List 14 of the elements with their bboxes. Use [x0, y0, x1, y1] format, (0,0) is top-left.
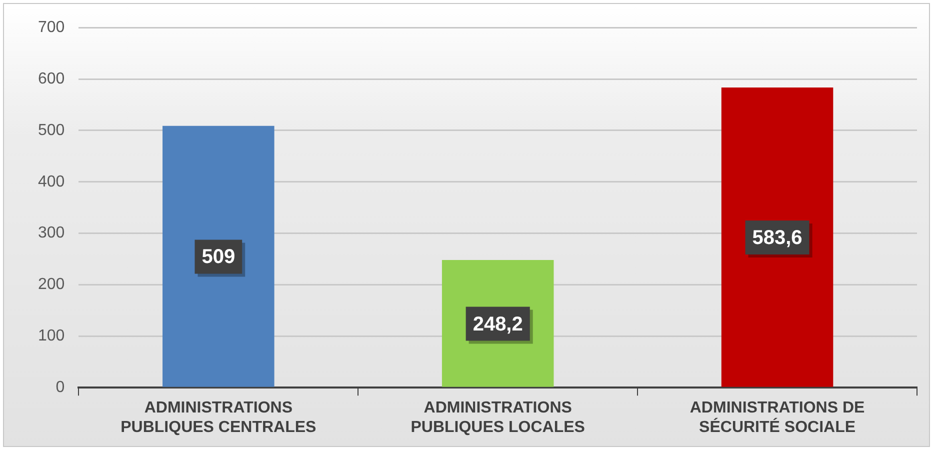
y-tick-label: 400 — [38, 173, 65, 190]
x-tick-label: ADMINISTRATIONS PUBLIQUES CENTRALES — [120, 400, 317, 436]
x-tick-label: ADMINISTRATIONS DE SÉCURITÉ SOCIALE — [690, 400, 866, 436]
y-tick-label: 0 — [56, 379, 65, 396]
y-tick-label: 100 — [38, 328, 65, 345]
y-tick-label: 500 — [38, 122, 65, 139]
data-label: 248,2 — [472, 313, 523, 336]
y-tick-label: 700 — [38, 19, 65, 36]
data-label: 583,6 — [752, 227, 802, 250]
x-tick-label: ADMINISTRATIONS PUBLIQUES LOCALES — [410, 400, 586, 436]
y-tick-label: 600 — [38, 70, 65, 88]
data-label: 509 — [202, 246, 236, 268]
y-tick-label: 200 — [38, 276, 65, 294]
y-tick-label: 300 — [38, 224, 65, 242]
